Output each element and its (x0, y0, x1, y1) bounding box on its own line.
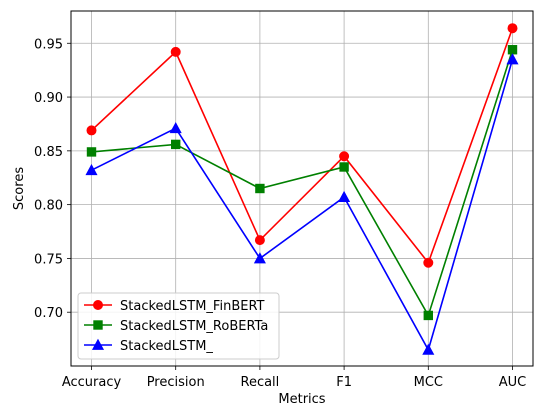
y-tick-label: 0.95 (34, 37, 63, 52)
legend-marker (91, 338, 105, 350)
plot-frame (70, 10, 534, 367)
legend-label: StackedLSTM_RoBERTa (120, 319, 268, 334)
data-point (170, 46, 181, 57)
y-tick-label: 0.75 (34, 252, 63, 267)
legend-box (77, 292, 280, 360)
x-tick-label: F1 (336, 375, 352, 390)
y-tick-label: 0.85 (34, 145, 63, 160)
x-tick-label: AUC (499, 375, 527, 390)
y-axis-label: Scores (12, 167, 27, 210)
y-axis: 0.70 0.75 0.80 0.85 0.90 0.95 (34, 37, 71, 321)
data-point (253, 252, 266, 264)
series-1 (86, 45, 518, 321)
data-point (339, 151, 350, 162)
y-tick-label: 0.70 (34, 306, 63, 321)
series-line (90, 27, 514, 265)
series-line (91, 59, 514, 352)
data-point (507, 23, 518, 34)
series-group (85, 23, 519, 355)
data-point (86, 125, 97, 136)
x-tick-label: Precision (147, 375, 205, 390)
x-tick-label: MCC (414, 375, 443, 390)
series-line (91, 49, 514, 318)
series-2 (85, 53, 519, 355)
data-point (255, 183, 265, 194)
y-tick-label: 0.90 (34, 91, 63, 106)
x-axis: Accuracy Precision Recall F1 MCC AUC (62, 366, 526, 390)
data-point (338, 190, 351, 203)
data-point (171, 139, 181, 150)
legend-marker (93, 300, 103, 310)
data-point (507, 45, 518, 55)
data-point (169, 122, 182, 134)
legend-label: StackedLSTM_ (120, 339, 213, 354)
series-0 (86, 23, 518, 268)
data-point (254, 235, 265, 246)
y-tick-label: 0.80 (34, 199, 63, 214)
x-tick-label: Recall (241, 375, 280, 390)
data-point (85, 163, 98, 176)
legend-label: StackedLSTM_FinBERT (120, 299, 265, 314)
data-point (86, 147, 97, 157)
data-point (506, 53, 519, 65)
legend: StackedLSTM_FinBERT StackedLSTM_RoBERTa St… (77, 292, 280, 360)
data-point (339, 162, 349, 172)
data-point (422, 343, 435, 355)
data-point (423, 310, 434, 321)
x-tick-label: Accuracy (62, 375, 122, 390)
legend-marker (93, 320, 103, 330)
data-point (423, 257, 434, 268)
x-axis-label: Metrics (278, 392, 325, 405)
